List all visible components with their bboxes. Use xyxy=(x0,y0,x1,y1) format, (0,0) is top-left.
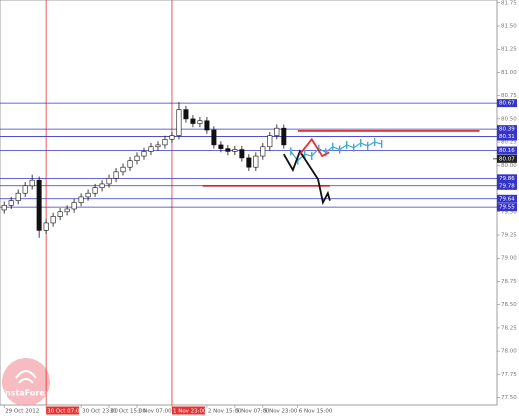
candle-body xyxy=(176,109,182,136)
level-label-box xyxy=(497,181,517,190)
y-tick-label: 79.00 xyxy=(501,256,517,262)
candle-body xyxy=(162,139,168,146)
y-tick-label: 78.00 xyxy=(501,349,517,355)
x-tick-label: 31 Oct 15:00 xyxy=(110,409,146,415)
y-tick-label: 77.75 xyxy=(501,372,517,378)
watermark-logo xyxy=(2,358,50,406)
y-tick-label: 79.25 xyxy=(501,233,517,239)
candle-body xyxy=(57,211,63,217)
candle-body xyxy=(183,109,189,120)
y-tick-label: 80.75 xyxy=(501,93,517,99)
candle-body xyxy=(260,146,266,157)
y-tick-label: 78.50 xyxy=(501,302,517,308)
candle-body xyxy=(204,120,210,131)
candle-body xyxy=(50,216,56,224)
y-tick-label: 81.75 xyxy=(501,0,517,6)
level-label-box xyxy=(497,174,517,183)
candle-body xyxy=(225,148,231,152)
y-tick-label: 80.50 xyxy=(501,116,517,122)
candle-body xyxy=(43,222,49,231)
level-label: 80.39 xyxy=(499,127,515,133)
candle-body xyxy=(85,192,91,198)
candle-body xyxy=(239,149,245,159)
watermark-icon xyxy=(15,370,37,384)
candle-body xyxy=(197,120,203,124)
level-label: 80.31 xyxy=(499,134,515,140)
x-tick-label: 30 Oct 07:00 xyxy=(47,409,83,415)
level-label-box xyxy=(497,194,517,203)
x-tick-label: 1 Nov 23:00 xyxy=(173,409,207,415)
candle-body xyxy=(148,146,154,152)
y-tick-label: 79.50 xyxy=(501,209,517,215)
candle-body xyxy=(8,200,14,206)
candle-body xyxy=(99,183,105,188)
candle-body xyxy=(141,151,147,157)
x-tick-label: 2 Nov 15:00 xyxy=(208,409,242,415)
candle-body xyxy=(281,127,287,146)
current-price-box xyxy=(497,154,517,163)
candle-body xyxy=(113,171,119,179)
level-label-box xyxy=(497,203,517,212)
candle-body xyxy=(218,144,224,149)
candle-body xyxy=(71,202,77,210)
x-tick-label: 1 Nov 07:00 xyxy=(138,409,172,415)
y-tick-label: 80.00 xyxy=(501,163,517,169)
y-tick-label: 81.00 xyxy=(501,70,517,76)
candle-body xyxy=(169,135,175,140)
level-label: 80.67 xyxy=(499,101,515,107)
y-tick-label: 78.75 xyxy=(501,279,517,285)
candle-body xyxy=(274,127,280,136)
candle-body xyxy=(36,179,42,231)
y-tick-label: 81.25 xyxy=(501,47,517,53)
level-label: 79.55 xyxy=(499,205,515,211)
candle-body xyxy=(232,149,238,152)
forecast-line xyxy=(290,141,382,162)
candle-body xyxy=(127,160,133,168)
x-tick-label: 5 Nov 07:00 xyxy=(236,409,270,415)
candle-body xyxy=(190,118,196,124)
level-label-box xyxy=(497,146,517,155)
level-label: 79.78 xyxy=(499,183,515,189)
candle-body xyxy=(64,208,70,213)
candle-body xyxy=(253,155,259,168)
y-tick-label: 78.25 xyxy=(501,325,517,331)
watermark: InstaForex xyxy=(2,358,51,406)
zigzag-path xyxy=(299,137,330,158)
y-tick-label: 80.25 xyxy=(501,140,517,146)
candle-body xyxy=(120,166,126,173)
watermark-text: InstaForex xyxy=(2,389,51,398)
candle-body xyxy=(134,155,140,161)
y-tick-label: 81.50 xyxy=(501,24,517,30)
zigzag-path xyxy=(283,149,331,206)
candle-body xyxy=(78,196,84,203)
candle-body xyxy=(15,192,21,201)
level-label: 80.16 xyxy=(499,148,515,154)
x-tick-label: 30 Oct 23:00 xyxy=(82,409,118,415)
current-price-label: 80.07 xyxy=(499,156,515,162)
x-tick-label: 5 Nov 23:00 xyxy=(264,409,298,415)
candle-body xyxy=(22,185,28,194)
candle-body xyxy=(92,187,98,194)
candle-body xyxy=(211,129,217,146)
candle-body xyxy=(106,178,112,185)
candle-body xyxy=(246,157,252,168)
level-label-box xyxy=(497,132,517,141)
level-label: 79.86 xyxy=(499,176,515,182)
x-tick-label: 29 Oct 2012 xyxy=(5,409,39,415)
y-tick-label: 77.50 xyxy=(501,395,517,401)
candle-body xyxy=(29,179,35,187)
x-tick-label: 6 Nov 15:00 xyxy=(299,409,333,415)
candle-body xyxy=(267,135,273,148)
x-tick-highlight xyxy=(171,406,205,415)
level-label-box xyxy=(497,125,517,134)
level-label-box xyxy=(497,99,517,108)
x-tick-highlight xyxy=(46,406,80,415)
candle-body xyxy=(1,204,7,211)
level-label: 79.64 xyxy=(499,196,515,202)
candle-body xyxy=(155,144,161,148)
